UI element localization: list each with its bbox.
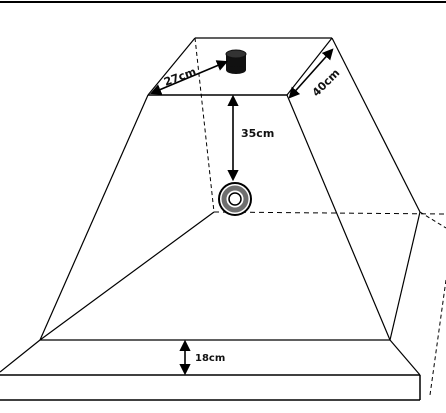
depth-top-label: 40cm	[310, 66, 343, 99]
hidden-back-left-edge	[194, 37, 215, 213]
base-left-slant	[0, 339, 41, 373]
ring-light-icon	[218, 182, 252, 216]
depth-dimension-arrow	[288, 48, 334, 99]
base-right-slant	[389, 339, 421, 376]
right-front-edge	[286, 94, 391, 341]
thickness-label: 18cm	[195, 353, 225, 364]
hidden-right-vertical	[429, 279, 446, 396]
height-label: 35cm	[241, 127, 274, 140]
width-dimension-arrow	[149, 60, 229, 95]
hidden-right-edge	[419, 211, 446, 229]
width-top-label: 27cm	[162, 65, 198, 89]
left-front-edge	[39, 94, 149, 341]
hidden-back-base-edge	[213, 211, 446, 215]
cylinder-icon	[225, 49, 247, 74]
right-side-lower-edge	[389, 211, 421, 341]
right-back-edge	[331, 37, 421, 213]
inner-diagonal	[39, 211, 215, 341]
